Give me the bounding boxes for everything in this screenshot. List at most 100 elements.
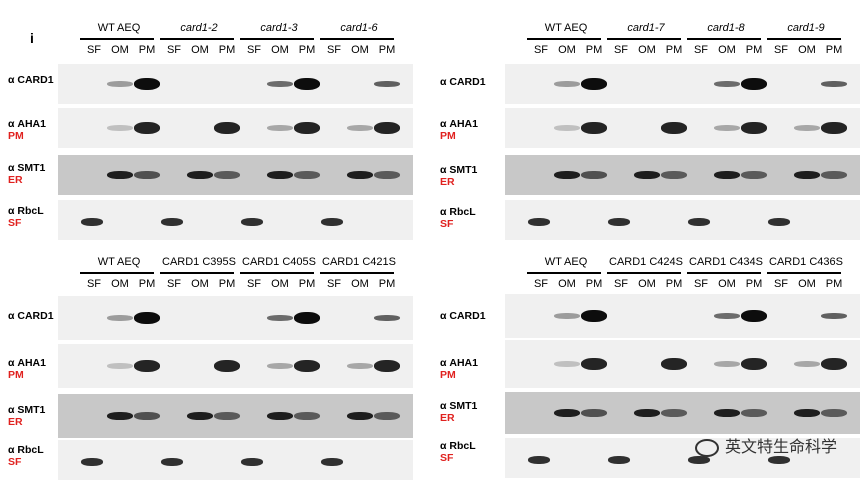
antibody-name: α AHA1 (8, 357, 46, 369)
protein-band (134, 122, 160, 134)
fraction-label: PM (825, 278, 843, 290)
blot-strip (58, 344, 413, 388)
antibody-name: α RbcL (8, 205, 44, 217)
protein-band (581, 310, 607, 322)
fraction-label: PM (665, 278, 683, 290)
antibody-label: α RbcL SF (8, 205, 44, 229)
group-underline (687, 38, 761, 40)
protein-band (161, 458, 183, 466)
protein-band (768, 218, 790, 226)
protein-band (554, 313, 580, 319)
fraction-label: PM (378, 44, 396, 56)
protein-band (107, 125, 133, 131)
protein-band (714, 125, 740, 131)
antibody-name: α AHA1 (440, 357, 478, 369)
protein-band (267, 171, 293, 179)
protein-band (187, 412, 213, 420)
genotype-label: CARD1 C421S (322, 256, 396, 268)
protein-band (714, 171, 740, 179)
protein-band (374, 412, 400, 420)
fraction-label: OM (351, 278, 369, 290)
protein-band (107, 412, 133, 420)
fraction-label: SF (693, 44, 709, 56)
protein-band (134, 360, 160, 372)
blot-strip (58, 394, 413, 438)
protein-band (294, 412, 320, 420)
fraction-label: SF (693, 278, 709, 290)
protein-band (294, 312, 320, 324)
blot-strip (58, 108, 413, 148)
protein-band (821, 81, 847, 87)
blot-strip (505, 392, 860, 434)
antibody-name: α CARD1 (8, 310, 54, 322)
compartment-marker: ER (8, 416, 23, 428)
group-underline (80, 272, 154, 274)
protein-band (821, 171, 847, 179)
protein-band (794, 361, 820, 367)
protein-band (134, 171, 160, 179)
protein-band (347, 412, 373, 420)
group-underline (527, 272, 601, 274)
protein-band (634, 409, 660, 417)
fraction-label: OM (798, 44, 816, 56)
wechat-icon (694, 438, 719, 457)
fraction-label: PM (298, 278, 316, 290)
antibody-label: α SMT1 ER (440, 164, 477, 188)
protein-band (768, 456, 790, 464)
protein-band (347, 171, 373, 179)
blot-strip (505, 438, 860, 478)
protein-band (374, 171, 400, 179)
protein-band (741, 310, 767, 322)
compartment-marker: ER (440, 176, 455, 188)
genotype-label: card1-6 (340, 22, 378, 34)
blot-strip (58, 440, 413, 480)
fraction-label: SF (326, 44, 342, 56)
antibody-label: α CARD1 (8, 310, 54, 322)
protein-band (528, 218, 550, 226)
blot-strip (505, 200, 860, 240)
protein-band (741, 358, 767, 370)
fraction-label: OM (271, 44, 289, 56)
antibody-label: α RbcL SF (440, 206, 476, 230)
protein-band (794, 171, 820, 179)
protein-band (241, 218, 263, 226)
fraction-label: SF (773, 44, 789, 56)
protein-band (294, 171, 320, 179)
antibody-label: α AHA1 PM (8, 118, 46, 142)
group-underline (320, 272, 394, 274)
fraction-label: OM (718, 278, 736, 290)
fraction-label: SF (86, 278, 102, 290)
genotype-label: card1-2 (180, 22, 218, 34)
fraction-label: PM (138, 44, 156, 56)
protein-band (347, 125, 373, 131)
protein-band (214, 412, 240, 420)
fraction-label: SF (246, 278, 262, 290)
fraction-label: OM (191, 44, 209, 56)
protein-band (581, 409, 607, 417)
compartment-marker: SF (440, 452, 454, 464)
protein-band (688, 456, 710, 464)
compartment-marker: PM (440, 130, 456, 142)
protein-band (241, 458, 263, 466)
fraction-label: OM (191, 278, 209, 290)
protein-band (634, 171, 660, 179)
antibody-label: α AHA1 PM (8, 357, 46, 381)
protein-band (294, 360, 320, 372)
fraction-label: PM (218, 278, 236, 290)
genotype-label: CARD1 C436S (769, 256, 843, 268)
antibody-label: α SMT1 ER (440, 400, 477, 424)
blot-strip (58, 200, 413, 240)
protein-band (214, 360, 240, 372)
genotype-label: WT AEQ (97, 22, 141, 34)
fraction-label: PM (298, 44, 316, 56)
antibody-name: α CARD1 (440, 76, 486, 88)
protein-band (294, 78, 320, 90)
protein-band (821, 313, 847, 319)
fraction-label: SF (246, 44, 262, 56)
protein-band (321, 218, 343, 226)
fraction-label: PM (218, 44, 236, 56)
fraction-label: SF (326, 278, 342, 290)
genotype-label: card1-3 (260, 22, 298, 34)
blot-strip (58, 155, 413, 195)
fraction-label: OM (111, 44, 129, 56)
